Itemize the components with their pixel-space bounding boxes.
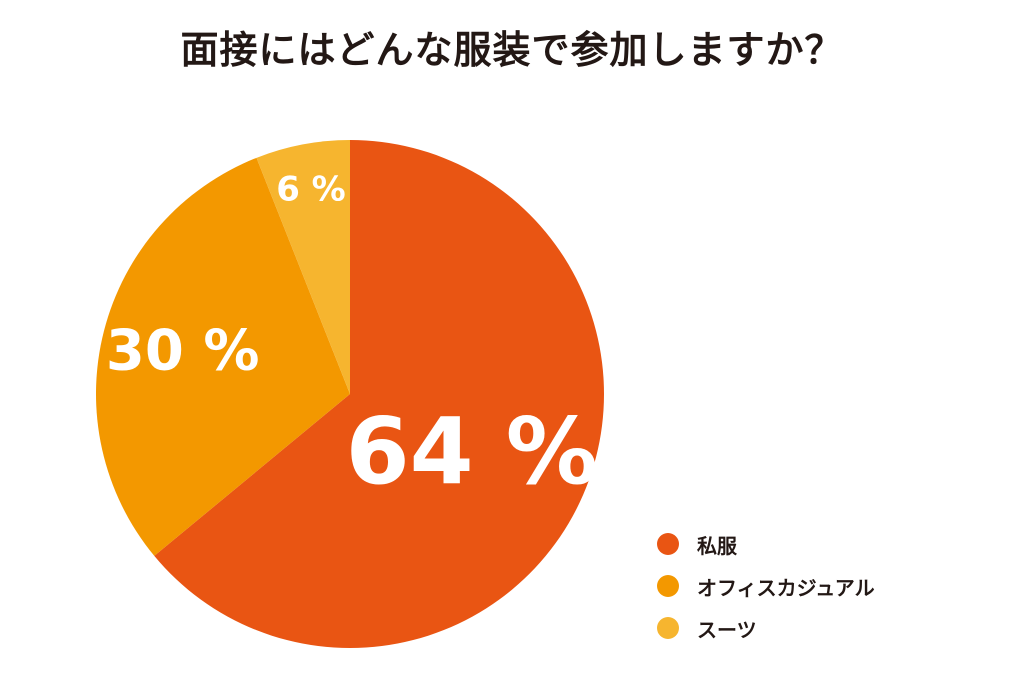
slice-label-office-casual: 30 %	[106, 319, 260, 384]
legend-label-shifuku: 私服	[697, 533, 737, 558]
legend: 私服 オフィスカジュアル スーツ	[657, 530, 875, 642]
legend-swatch-shifuku	[657, 533, 679, 555]
slice-label-suit: 6 %	[276, 169, 346, 209]
legend-item-shifuku: 私服	[657, 530, 875, 558]
chart-title: 面接にはどんな服装で参加しますか？	[180, 28, 844, 72]
legend-swatch-office-casual	[657, 575, 679, 597]
slice-label-shifuku: 64 %	[346, 398, 598, 505]
legend-item-suit: スーツ	[657, 614, 875, 642]
legend-label-office-casual: オフィスカジュアル	[697, 575, 875, 600]
legend-swatch-suit	[657, 617, 679, 639]
pie-slice-office-casual	[95, 157, 350, 556]
pie-slice-shifuku	[154, 140, 604, 649]
legend-label-suit: スーツ	[697, 617, 757, 642]
pie-slice-suit	[256, 140, 350, 394]
legend-item-office-casual: オフィスカジュアル	[657, 572, 875, 600]
